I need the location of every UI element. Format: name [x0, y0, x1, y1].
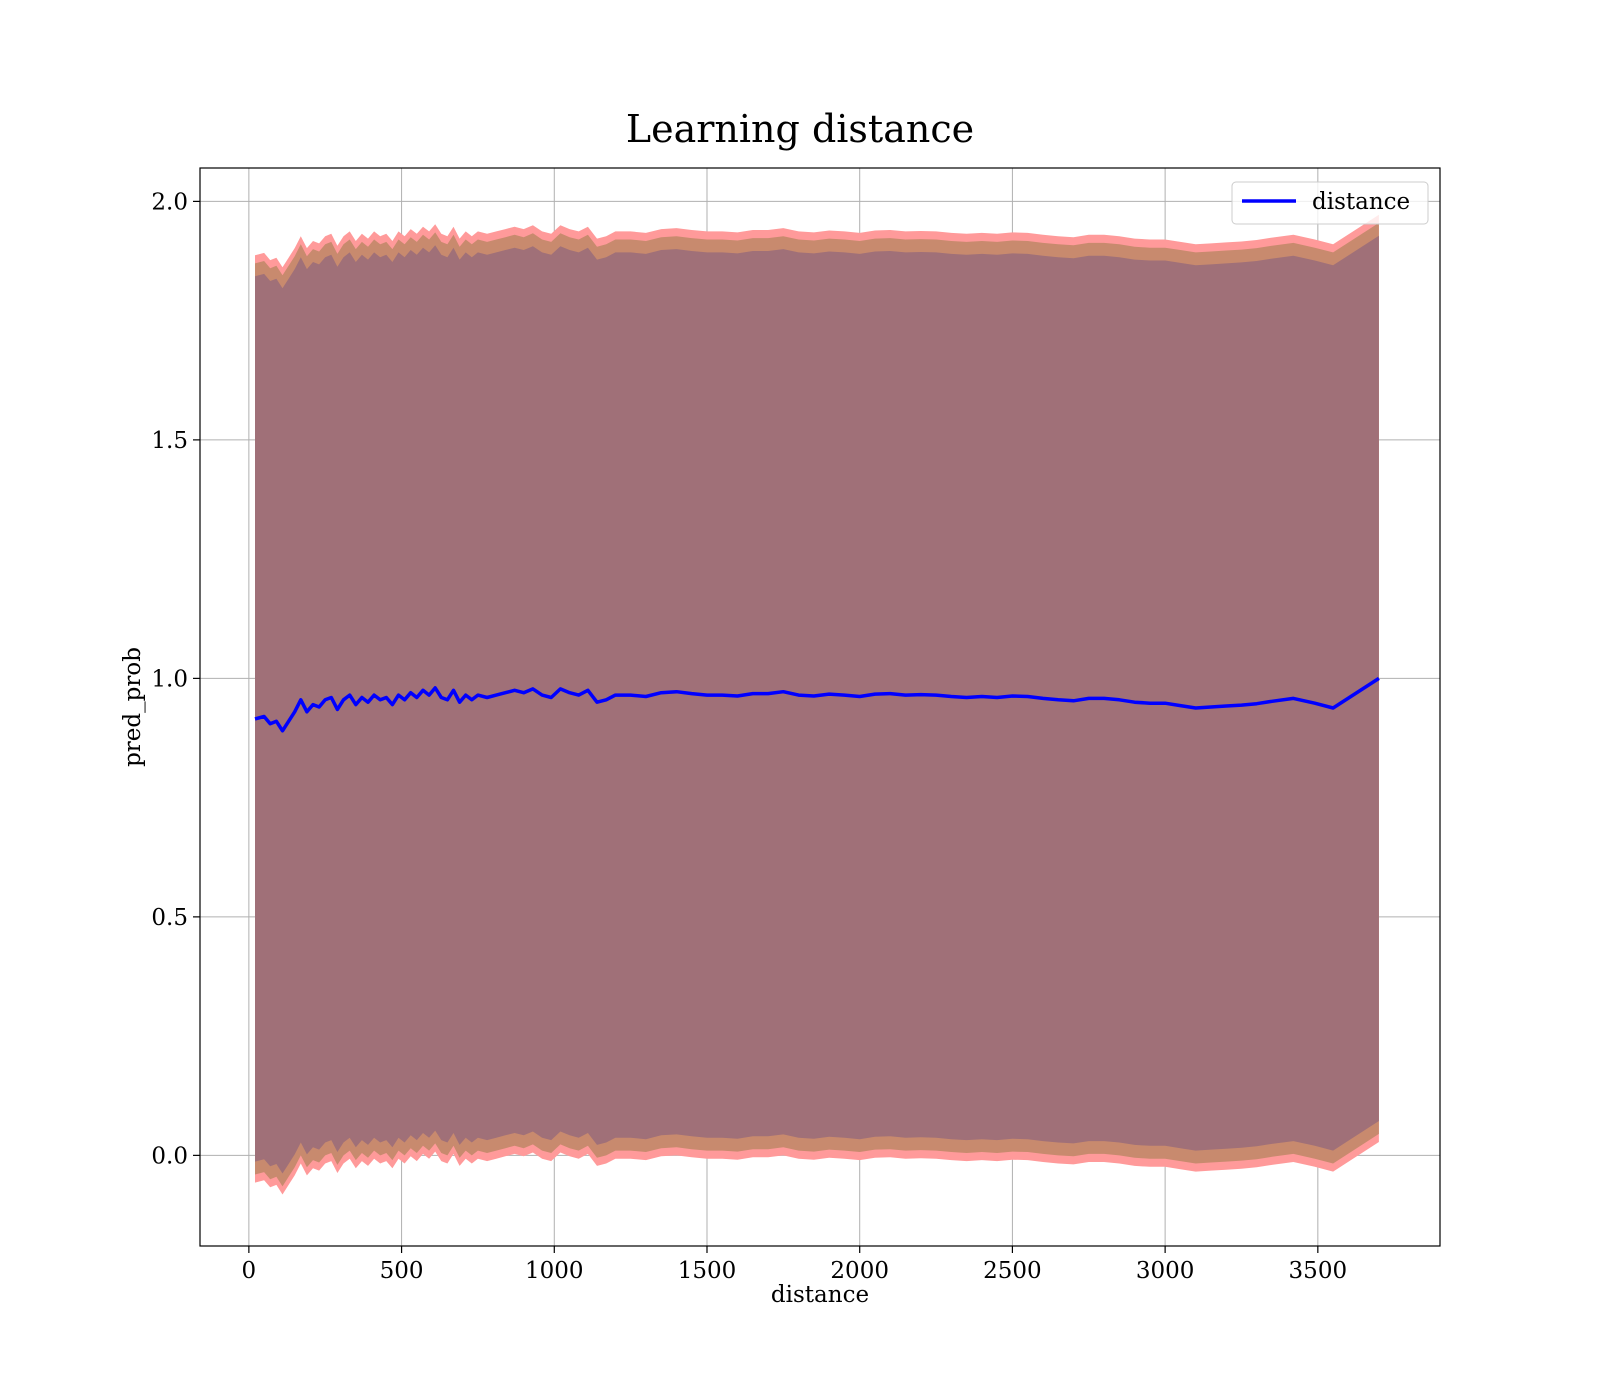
x-tick-label: 2000	[830, 1258, 889, 1284]
x-tick-label: 1000	[525, 1258, 584, 1284]
legend-box	[1231, 181, 1429, 225]
y-tick-label: 0.5	[151, 905, 188, 931]
x-tick-label: 3000	[1136, 1258, 1195, 1284]
legend-label-distance: distance	[1312, 189, 1410, 215]
x-tick-label: 3500	[1289, 1258, 1348, 1284]
x-tick-label: 500	[380, 1258, 424, 1284]
x-axis-ticks: 0 500 1000 1500 2000 2500 3000 3500	[242, 1246, 1348, 1284]
series-lines	[254, 676, 1380, 733]
legend: distance	[1231, 181, 1429, 225]
x-axis-label: distance	[771, 1282, 869, 1308]
y-tick-label: 1.0	[151, 666, 188, 692]
x-tick-label: 2500	[983, 1258, 1042, 1284]
x-tick-label: 1500	[678, 1258, 737, 1284]
y-axis-label: pred_prob	[120, 647, 146, 767]
y-axis-ticks: 0.0 0.5 1.0 1.5 2.0	[151, 189, 200, 1169]
uncertainty-bands	[255, 214, 1379, 1195]
y-tick-label: 1.5	[151, 428, 188, 454]
series-line-distance	[254, 676, 1380, 733]
chart-title: Learning distance	[626, 107, 974, 151]
band-inner	[255, 235, 1379, 1174]
plot-frame	[199, 167, 1441, 1247]
y-tick-label: 0.0	[151, 1143, 188, 1169]
y-tick-label: 2.0	[151, 189, 188, 215]
x-tick-label: 0	[242, 1258, 257, 1284]
